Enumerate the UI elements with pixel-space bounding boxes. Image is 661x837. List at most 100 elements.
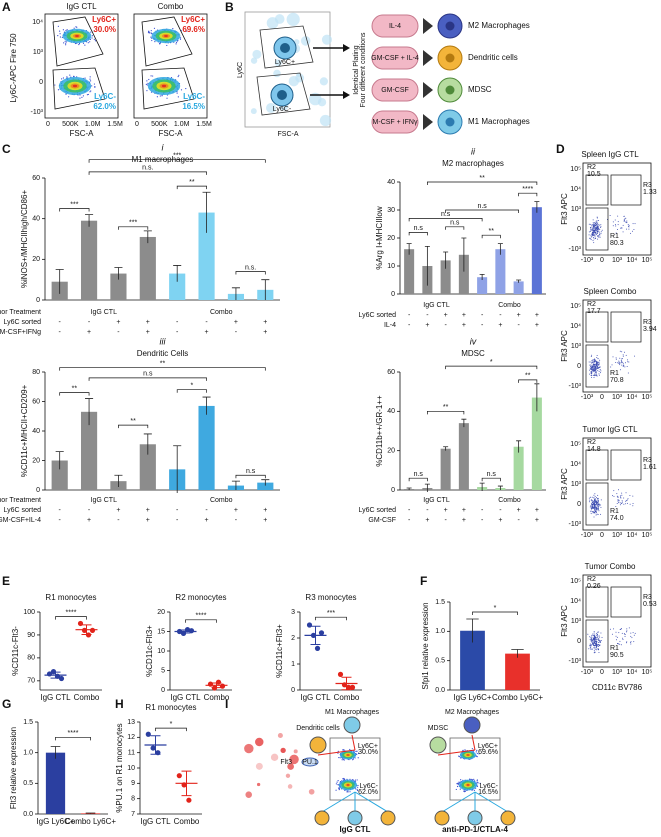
event-dot xyxy=(475,751,477,753)
event-dot xyxy=(343,759,345,761)
event-dot xyxy=(593,507,595,509)
event-dot xyxy=(338,787,340,789)
event-dot xyxy=(625,492,627,494)
event-dot xyxy=(633,229,635,231)
event-dot xyxy=(595,507,597,509)
event-dot xyxy=(148,30,150,32)
event-dot xyxy=(620,227,622,229)
scatter-decor xyxy=(244,743,254,754)
event-dot xyxy=(595,514,597,516)
event-dot xyxy=(626,365,628,367)
significance-bracket xyxy=(155,727,187,732)
sd-bar xyxy=(81,624,92,635)
event-dot xyxy=(588,234,590,236)
event-dot xyxy=(628,361,630,363)
x-tick-label: IgG Ly6C+ xyxy=(36,817,74,826)
event-dot xyxy=(615,635,617,637)
event-dot xyxy=(598,370,600,372)
y-tick-label: 10⁵ xyxy=(570,303,581,310)
event-dot xyxy=(591,229,593,231)
event-dot xyxy=(593,507,595,509)
row-mark: + xyxy=(444,507,448,514)
event-dot xyxy=(342,778,344,780)
event-dot xyxy=(596,649,598,651)
event-dot xyxy=(620,497,622,499)
event-dot xyxy=(590,644,592,646)
event-dot xyxy=(478,753,480,755)
event-dot xyxy=(591,374,593,376)
event-dot xyxy=(618,360,620,362)
row-mark: + xyxy=(234,507,238,514)
nucleus xyxy=(280,43,290,53)
significance-label: ** xyxy=(489,228,495,235)
cell xyxy=(429,736,447,754)
significance-bracket xyxy=(408,218,483,222)
event-dot xyxy=(622,231,624,233)
event-dot xyxy=(457,784,459,786)
error-bar xyxy=(497,243,503,255)
event-dot xyxy=(594,493,596,495)
event-dot xyxy=(335,789,337,791)
x-tick-label: 10⁴ xyxy=(627,669,638,676)
event-dot xyxy=(597,366,599,368)
y-tick-label: 0.5 xyxy=(23,780,33,787)
event-dot xyxy=(590,361,592,363)
error-bar xyxy=(461,418,467,428)
y-tick-label: 3 xyxy=(291,609,295,616)
event-dot xyxy=(356,788,358,791)
event-dot xyxy=(633,634,635,636)
event-dot xyxy=(591,376,593,378)
event-dot xyxy=(600,499,602,501)
event-dot xyxy=(615,357,617,359)
data-point xyxy=(188,628,195,634)
event-dot xyxy=(598,367,600,369)
y-tick-label: 40 xyxy=(387,179,395,186)
x-tick-label: IgG CTL xyxy=(40,693,71,702)
event-dot xyxy=(356,753,358,756)
y-tick-label: 20 xyxy=(32,457,40,464)
axis-label: Ly6C xyxy=(237,62,244,78)
event-dot xyxy=(627,359,629,361)
event-dot xyxy=(618,500,620,502)
x-tick-label: 1.5M xyxy=(196,121,212,128)
event-dot xyxy=(615,506,617,508)
cell-label: M2 Macrophages xyxy=(445,709,500,716)
event-dot xyxy=(89,91,91,93)
event-dot xyxy=(595,370,597,372)
event-dot xyxy=(338,788,340,791)
error-bar xyxy=(114,474,123,488)
data-point xyxy=(345,684,352,691)
event-dot xyxy=(629,641,631,643)
row-mark: + xyxy=(535,322,539,329)
event-dot xyxy=(594,358,596,360)
event-dot xyxy=(596,355,598,357)
event-dot xyxy=(619,502,621,504)
event-dot xyxy=(625,354,627,356)
event-dot xyxy=(600,372,602,374)
event-dot xyxy=(613,490,615,492)
event-dot xyxy=(596,220,598,222)
gate xyxy=(52,67,106,110)
event-dot xyxy=(591,233,593,235)
gate xyxy=(141,16,193,67)
error-bar xyxy=(511,649,524,658)
event-dot xyxy=(471,778,473,781)
event-dot xyxy=(79,97,81,99)
event-dot xyxy=(600,506,602,508)
event-dot xyxy=(594,510,596,512)
event-dot xyxy=(624,362,626,364)
gate-name: R2 xyxy=(587,439,596,446)
y-tick-label: 70 xyxy=(27,678,35,685)
event-dot xyxy=(588,361,590,363)
event-dot xyxy=(590,640,592,642)
event-dot xyxy=(592,503,594,505)
event-dot xyxy=(590,355,592,357)
event-dot xyxy=(599,640,601,642)
y-tick-label: 90 xyxy=(27,632,35,639)
event-dot xyxy=(621,502,623,504)
event-dot xyxy=(339,757,341,759)
y-tick-label: 10⁴ xyxy=(570,186,581,193)
row-mark: - xyxy=(176,329,179,336)
error-bar xyxy=(497,485,503,490)
event-dot xyxy=(597,224,599,226)
